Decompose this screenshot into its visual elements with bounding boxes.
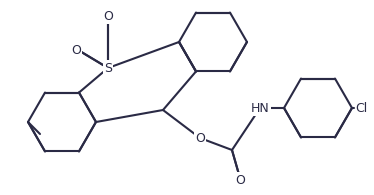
Text: HN: HN <box>251 102 269 114</box>
Text: O: O <box>71 43 81 57</box>
Text: O: O <box>195 131 205 144</box>
Text: O: O <box>235 174 245 186</box>
Text: Cl: Cl <box>355 102 367 114</box>
Text: S: S <box>104 61 112 74</box>
Text: O: O <box>103 10 113 22</box>
